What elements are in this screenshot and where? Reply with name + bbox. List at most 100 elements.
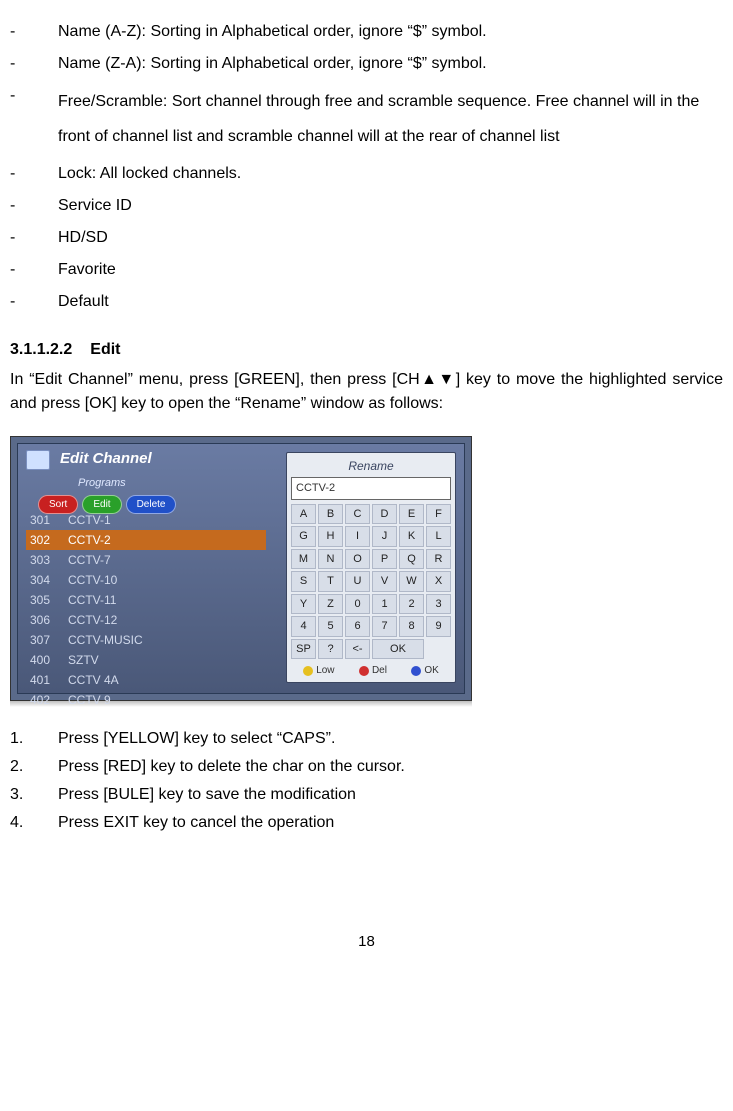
- channel-row[interactable]: 304CCTV-10: [26, 570, 266, 590]
- channel-name: CCTV 4A: [68, 671, 119, 689]
- dash-bullet: -: [10, 162, 58, 186]
- rename-footer: Low Del OK: [291, 663, 451, 678]
- numbered-list: 1.Press [YELLOW] key to select “CAPS”. 2.…: [10, 727, 723, 835]
- key-cell[interactable]: 8: [399, 616, 424, 637]
- channel-row[interactable]: 401CCTV 4A: [26, 670, 266, 690]
- key-cell[interactable]: 0: [345, 594, 370, 615]
- footer-ok[interactable]: OK: [411, 663, 438, 678]
- channel-row[interactable]: 303CCTV-7: [26, 550, 266, 570]
- key-cell[interactable]: 2: [399, 594, 424, 615]
- channel-num: 402: [30, 691, 68, 709]
- key-cell[interactable]: 1: [372, 594, 397, 615]
- key-cell[interactable]: M: [291, 549, 316, 570]
- key-cell[interactable]: 6: [345, 616, 370, 637]
- key-cell[interactable]: D: [372, 504, 397, 525]
- dash-text: HD/SD: [58, 226, 723, 250]
- section-paragraph: In “Edit Channel” menu, press [GREEN], t…: [10, 368, 723, 416]
- rename-input[interactable]: CCTV-2: [291, 477, 451, 500]
- key-cell[interactable]: <-: [345, 639, 370, 660]
- key-cell[interactable]: SP: [291, 639, 316, 660]
- key-cell[interactable]: B: [318, 504, 343, 525]
- channel-name: CCTV 9: [68, 691, 111, 709]
- para-a: In “Edit Channel” menu, press [GREEN], t…: [10, 371, 420, 388]
- key-cell[interactable]: ?: [318, 639, 343, 660]
- channel-name: CCTV-12: [68, 611, 117, 629]
- key-cell[interactable]: W: [399, 571, 424, 592]
- key-cell[interactable]: 9: [426, 616, 451, 637]
- key-cell[interactable]: V: [372, 571, 397, 592]
- channel-num: 306: [30, 611, 68, 629]
- red-dot-icon: [359, 666, 369, 676]
- channel-name: CCTV-10: [68, 571, 117, 589]
- key-cell[interactable]: O: [345, 549, 370, 570]
- key-cell[interactable]: R: [426, 549, 451, 570]
- section-title: Edit: [90, 341, 120, 358]
- dash-item: -Name (A-Z): Sorting in Alphabetical ord…: [10, 20, 723, 44]
- key-cell[interactable]: X: [426, 571, 451, 592]
- channel-row[interactable]: 402CCTV 9: [26, 690, 266, 710]
- footer-low[interactable]: Low: [303, 663, 334, 678]
- key-cell[interactable]: F: [426, 504, 451, 525]
- footer-low-label: Low: [316, 665, 334, 676]
- key-cell[interactable]: P: [372, 549, 397, 570]
- monitor-icon: [26, 450, 50, 470]
- section-number: 3.1.1.2.2: [10, 341, 72, 358]
- key-cell[interactable]: L: [426, 526, 451, 547]
- num-item: 4.Press EXIT key to cancel the operation: [10, 811, 723, 835]
- channel-name: CCTV-MUSIC: [68, 631, 143, 649]
- tv-title: Edit Channel: [60, 448, 152, 471]
- tab-programs: Programs: [78, 475, 126, 492]
- dash-item: -Default: [10, 290, 723, 314]
- key-cell[interactable]: S: [291, 571, 316, 592]
- key-cell[interactable]: C: [345, 504, 370, 525]
- num-item: 1.Press [YELLOW] key to select “CAPS”.: [10, 727, 723, 751]
- channel-name: CCTV-7: [68, 551, 111, 569]
- dash-item: -Lock: All locked channels.: [10, 162, 723, 186]
- key-cell[interactable]: 5: [318, 616, 343, 637]
- key-cell[interactable]: 4: [291, 616, 316, 637]
- channel-row[interactable]: 307CCTV-MUSIC: [26, 630, 266, 650]
- key-cell[interactable]: A: [291, 504, 316, 525]
- channel-row[interactable]: 302CCTV-2: [26, 530, 266, 550]
- channel-row[interactable]: 305CCTV-11: [26, 590, 266, 610]
- channel-num: 303: [30, 551, 68, 569]
- key-cell[interactable]: U: [345, 571, 370, 592]
- key-cell[interactable]: Y: [291, 594, 316, 615]
- key-cell[interactable]: Z: [318, 594, 343, 615]
- rename-title: Rename: [291, 457, 451, 475]
- key-cell[interactable]: H: [318, 526, 343, 547]
- key-cell[interactable]: N: [318, 549, 343, 570]
- key-cell[interactable]: I: [345, 526, 370, 547]
- channel-list: 301CCTV-1302CCTV-2303CCTV-7304CCTV-10305…: [26, 510, 266, 710]
- channel-num: 307: [30, 631, 68, 649]
- num-text: Press [BULE] key to save the modificatio…: [58, 783, 356, 807]
- triangle-down-icon: [438, 371, 455, 388]
- channel-name: CCTV-2: [68, 531, 111, 549]
- dash-text: Favorite: [58, 258, 723, 282]
- channel-num: 302: [30, 531, 68, 549]
- key-cell[interactable]: T: [318, 571, 343, 592]
- key-cell[interactable]: E: [399, 504, 424, 525]
- channel-row[interactable]: 301CCTV-1: [26, 510, 266, 530]
- tv-screenshot: Edit Channel Programs Sort Edit Delete 3…: [10, 436, 472, 701]
- key-cell[interactable]: K: [399, 526, 424, 547]
- footer-del[interactable]: Del: [359, 663, 387, 678]
- channel-row[interactable]: 400SZTV: [26, 650, 266, 670]
- dash-text: Service ID: [58, 194, 723, 218]
- key-cell[interactable]: OK: [372, 639, 424, 660]
- dash-text: Free/Scramble: Sort channel through free…: [58, 84, 723, 154]
- num-item: 2.Press [RED] key to delete the char on …: [10, 755, 723, 779]
- dash-bullet: -: [10, 20, 58, 44]
- key-cell[interactable]: 7: [372, 616, 397, 637]
- key-cell[interactable]: J: [372, 526, 397, 547]
- key-cell[interactable]: 3: [426, 594, 451, 615]
- dash-text: Default: [58, 290, 723, 314]
- channel-row[interactable]: 306CCTV-12: [26, 610, 266, 630]
- key-cell[interactable]: Q: [399, 549, 424, 570]
- dash-item: -Name (Z-A): Sorting in Alphabetical ord…: [10, 52, 723, 76]
- num-text: Press [YELLOW] key to select “CAPS”.: [58, 727, 335, 751]
- dash-item: -Favorite: [10, 258, 723, 282]
- key-cell[interactable]: G: [291, 526, 316, 547]
- dash-item: -Service ID: [10, 194, 723, 218]
- footer-del-label: Del: [372, 665, 387, 676]
